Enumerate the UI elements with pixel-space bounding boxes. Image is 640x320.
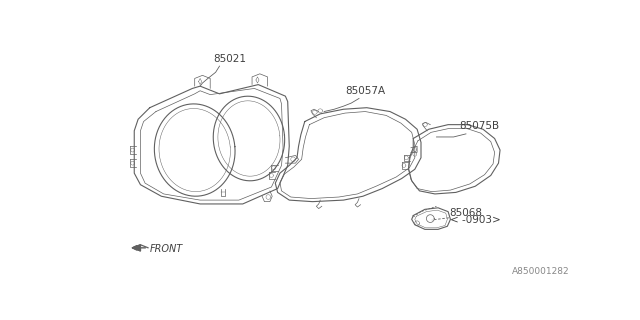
Text: 85021: 85021 <box>213 53 246 63</box>
Text: A850001282: A850001282 <box>512 267 570 276</box>
Text: 85068: 85068 <box>450 207 483 218</box>
Text: 85057A: 85057A <box>345 86 385 96</box>
Polygon shape <box>132 245 140 251</box>
Text: 85075B: 85075B <box>460 121 500 131</box>
Text: FRONT: FRONT <box>150 244 183 254</box>
Text: < -0903>: < -0903> <box>450 215 500 225</box>
